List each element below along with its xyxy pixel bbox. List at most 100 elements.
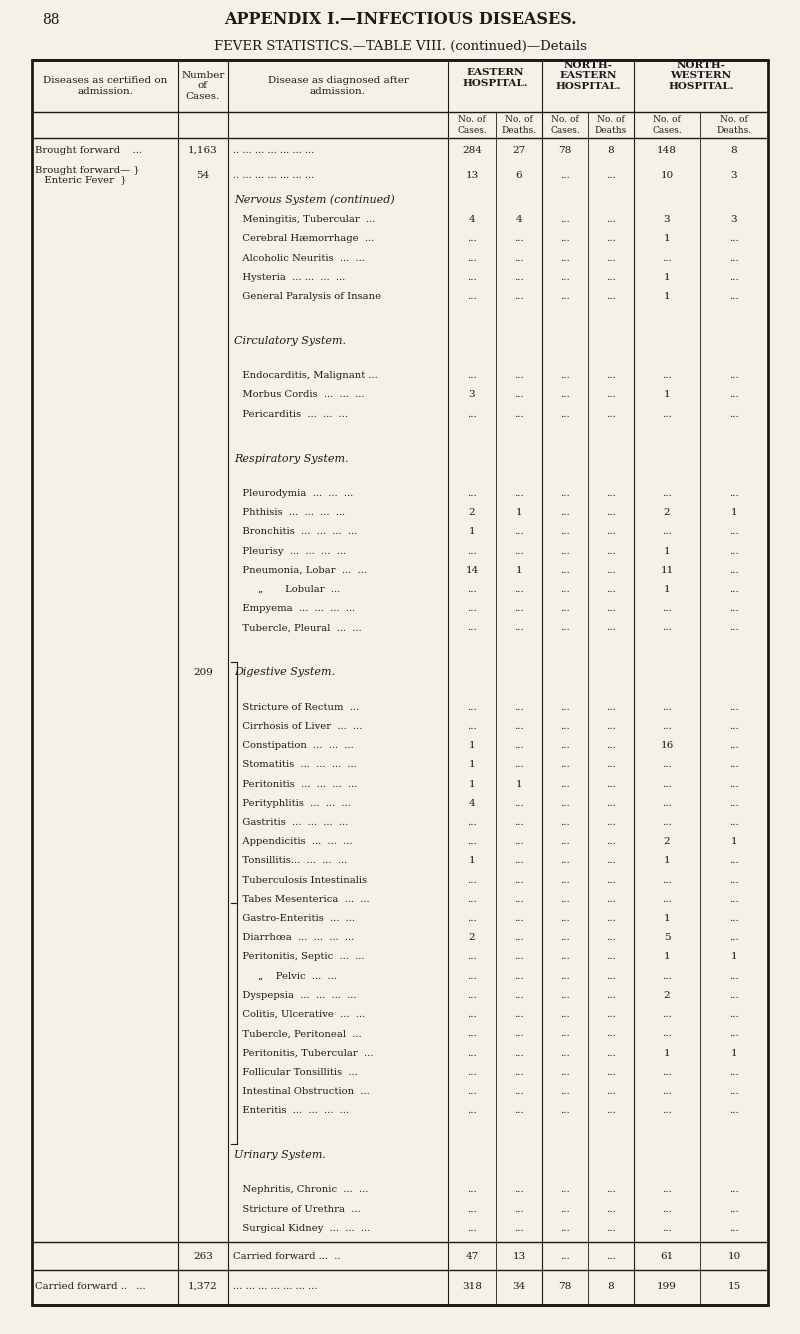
Text: ...: ... <box>560 527 570 536</box>
Text: Pleurisy  ...  ...  ...  ...: Pleurisy ... ... ... ... <box>233 547 346 555</box>
Text: 1: 1 <box>469 527 475 536</box>
Text: ...: ... <box>560 253 570 263</box>
Text: NORTH-
EASTERN
HOSPITAL.: NORTH- EASTERN HOSPITAL. <box>555 61 621 91</box>
Text: Tubercle, Peritoneal  ...: Tubercle, Peritoneal ... <box>233 1030 362 1038</box>
Text: ...: ... <box>729 410 739 419</box>
Text: ...: ... <box>560 490 570 498</box>
Text: ...: ... <box>729 604 739 614</box>
Text: ...: ... <box>729 991 739 1000</box>
Text: ...: ... <box>662 623 672 632</box>
Text: ...: ... <box>729 1223 739 1233</box>
Text: 1: 1 <box>664 1049 670 1058</box>
Text: Peritonitis  ...  ...  ...  ...: Peritonitis ... ... ... ... <box>233 779 358 788</box>
Text: ...: ... <box>560 586 570 594</box>
Text: Constipation  ...  ...  ...: Constipation ... ... ... <box>233 742 354 750</box>
Text: ...: ... <box>514 818 524 827</box>
Text: ...: ... <box>467 1067 477 1077</box>
Text: 2: 2 <box>469 934 475 942</box>
Text: ...: ... <box>467 1049 477 1058</box>
Text: 1: 1 <box>664 952 670 962</box>
Text: ...: ... <box>606 742 616 750</box>
Text: ...: ... <box>560 742 570 750</box>
Text: 10: 10 <box>660 171 674 180</box>
Text: Gastritis  ...  ...  ...  ...: Gastritis ... ... ... ... <box>233 818 348 827</box>
Text: ...: ... <box>729 490 739 498</box>
Text: ...: ... <box>662 875 672 884</box>
Text: 11: 11 <box>660 566 674 575</box>
Text: No. of
Deaths: No. of Deaths <box>595 115 627 135</box>
Text: ...: ... <box>606 856 616 866</box>
Text: Carried forward ..   ...: Carried forward .. ... <box>35 1282 146 1290</box>
Text: ...: ... <box>606 760 616 770</box>
Text: ...: ... <box>560 838 570 846</box>
Text: ...: ... <box>662 253 672 263</box>
Text: ...: ... <box>560 1010 570 1019</box>
Text: ...: ... <box>729 722 739 731</box>
Text: Respiratory System.: Respiratory System. <box>234 454 349 464</box>
Text: Appendicitis  ...  ...  ...: Appendicitis ... ... ... <box>233 838 353 846</box>
Text: EASTERN
HOSPITAL.: EASTERN HOSPITAL. <box>462 68 528 88</box>
Text: 148: 148 <box>657 145 677 155</box>
Text: ...: ... <box>662 779 672 788</box>
Text: ...: ... <box>467 1205 477 1214</box>
Text: ...: ... <box>467 410 477 419</box>
Text: ...: ... <box>606 1223 616 1233</box>
Text: ...: ... <box>662 1067 672 1077</box>
Text: Digestive System.: Digestive System. <box>234 667 335 678</box>
Text: ...: ... <box>606 508 616 518</box>
Text: Dyspepsia  ...  ...  ...  ...: Dyspepsia ... ... ... ... <box>233 991 357 1000</box>
Text: Hysteria  ... ...  ...  ...: Hysteria ... ... ... ... <box>233 272 346 281</box>
Text: ...: ... <box>729 1106 739 1115</box>
Text: 1: 1 <box>664 272 670 281</box>
Text: 263: 263 <box>193 1251 213 1261</box>
Text: ...: ... <box>729 742 739 750</box>
Text: ...: ... <box>606 490 616 498</box>
Text: ...: ... <box>606 818 616 827</box>
Text: ...: ... <box>514 703 524 712</box>
Text: ...: ... <box>514 952 524 962</box>
Text: 1,163: 1,163 <box>188 145 218 155</box>
Text: ...: ... <box>606 914 616 923</box>
Text: 3: 3 <box>730 215 738 224</box>
Text: ...: ... <box>467 875 477 884</box>
Text: ...: ... <box>514 838 524 846</box>
Text: ...: ... <box>729 875 739 884</box>
Text: ...: ... <box>514 1030 524 1038</box>
Text: ...: ... <box>560 856 570 866</box>
Text: ...: ... <box>606 391 616 399</box>
Text: ...: ... <box>729 760 739 770</box>
Text: ...: ... <box>662 799 672 808</box>
Text: 1: 1 <box>469 760 475 770</box>
Text: General Paralysis of Insane: General Paralysis of Insane <box>233 292 381 301</box>
Text: Pneumonia, Lobar  ...  ...: Pneumonia, Lobar ... ... <box>233 566 367 575</box>
Text: 4: 4 <box>516 215 522 224</box>
Text: 5: 5 <box>664 934 670 942</box>
Text: Brought forward    ...: Brought forward ... <box>35 145 142 155</box>
Text: ...: ... <box>560 799 570 808</box>
Text: Meningitis, Tubercular  ...: Meningitis, Tubercular ... <box>233 215 375 224</box>
Text: ...: ... <box>560 1205 570 1214</box>
Text: 14: 14 <box>466 566 478 575</box>
Text: ...: ... <box>467 971 477 980</box>
Text: Morbus Cordis  ...  ...  ...: Morbus Cordis ... ... ... <box>233 391 365 399</box>
Text: ...: ... <box>467 1010 477 1019</box>
Text: Circulatory System.: Circulatory System. <box>234 336 346 346</box>
Text: ...: ... <box>729 391 739 399</box>
Text: ...: ... <box>729 272 739 281</box>
Text: ...: ... <box>662 760 672 770</box>
Text: ...: ... <box>514 1205 524 1214</box>
Text: Nervous System (continued): Nervous System (continued) <box>234 193 394 204</box>
Text: ...: ... <box>606 292 616 301</box>
Text: ...: ... <box>606 799 616 808</box>
Text: ...: ... <box>514 410 524 419</box>
Text: Surgical Kidney  ...  ...  ...: Surgical Kidney ... ... ... <box>233 1223 370 1233</box>
Text: ...: ... <box>662 722 672 731</box>
Text: ...: ... <box>514 490 524 498</box>
Text: Peritonitis, Septic  ...  ...: Peritonitis, Septic ... ... <box>233 952 365 962</box>
Text: ...: ... <box>662 818 672 827</box>
Text: NORTH-
WESTERN
HOSPITAL.: NORTH- WESTERN HOSPITAL. <box>668 61 734 91</box>
Text: 88: 88 <box>42 13 59 27</box>
Text: ...: ... <box>729 527 739 536</box>
Text: 1: 1 <box>664 547 670 555</box>
Text: ...: ... <box>514 623 524 632</box>
